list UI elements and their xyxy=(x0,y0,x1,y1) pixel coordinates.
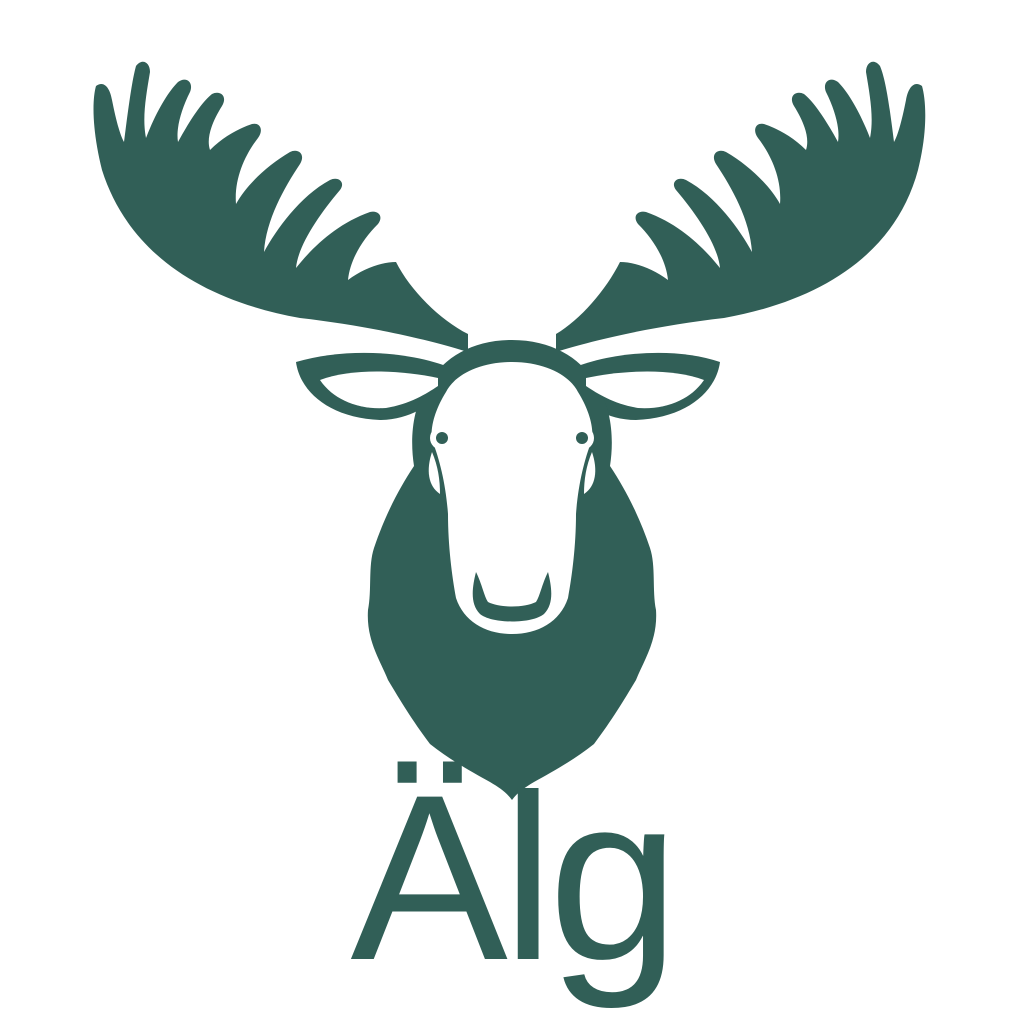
right-cheek-mark xyxy=(584,452,596,494)
right-antler xyxy=(556,61,926,353)
face xyxy=(431,362,593,634)
left-cheek-mark xyxy=(428,452,440,494)
brand-wordmark: Älg xyxy=(350,746,679,1010)
muzzle xyxy=(472,572,552,622)
left-antler xyxy=(93,61,469,353)
right-ear-inner xyxy=(586,371,704,409)
right-pupil xyxy=(576,432,588,444)
left-ear-inner xyxy=(320,371,438,409)
left-pupil xyxy=(436,432,448,444)
